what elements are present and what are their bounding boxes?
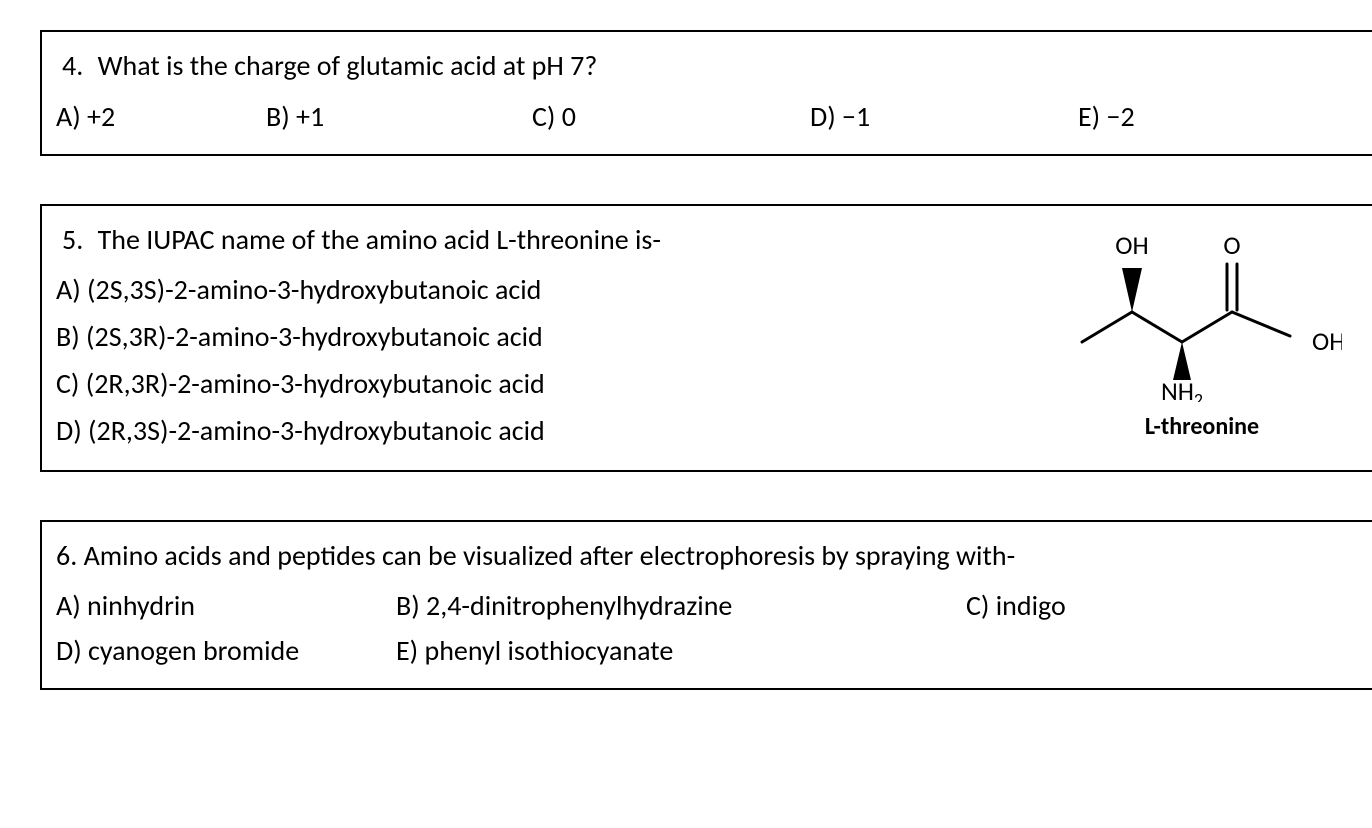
q4-option-c[interactable]: C) 0 xyxy=(532,95,810,140)
q5-option-c[interactable]: C) (2R,3R)-2-amino-3-hydroxybutanoic aci… xyxy=(56,362,1032,407)
q6-option-e[interactable]: E) phenyl isothiocyanate xyxy=(396,629,673,674)
label-oh-right: OH xyxy=(1312,325,1342,357)
question-4-prompt: What is the charge of glutamic acid at p… xyxy=(98,48,598,83)
threonine-caption: L-threonine xyxy=(1145,408,1259,446)
question-5-options: A) (2S,3S)-2-amino-3-hydroxybutanoic aci… xyxy=(56,268,1032,453)
q4-option-a[interactable]: A) +2 xyxy=(56,95,266,140)
q4-option-e[interactable]: E) −2 xyxy=(1078,95,1135,140)
question-6: 6. Amino acids and peptides can be visua… xyxy=(40,520,1372,690)
threonine-svg: OH O OH NH2 xyxy=(1062,222,1342,402)
q6-option-d[interactable]: D) cyanogen bromide xyxy=(56,629,396,674)
question-4-options: A) +2 B) +1 C) 0 D) −1 E) −2 xyxy=(56,95,1352,140)
wedge-oh-icon xyxy=(1122,268,1142,312)
question-4-text: 4. What is the charge of glutamic acid a… xyxy=(56,44,1352,89)
question-6-prompt: Amino acids and peptides can be visualiz… xyxy=(84,538,1016,573)
question-5-number: 5. xyxy=(62,218,83,263)
question-6-options-row1: A) ninhydrin B) 2,4-dinitrophenylhydrazi… xyxy=(56,584,1352,629)
label-o-top: O xyxy=(1223,229,1240,261)
question-6-options-row2: D) cyanogen bromide E) phenyl isothiocya… xyxy=(56,629,1352,674)
question-6-text: 6. Amino acids and peptides can be visua… xyxy=(56,534,1352,579)
question-4: 4. What is the charge of glutamic acid a… xyxy=(40,30,1372,156)
q6-option-b[interactable]: B) 2,4-dinitrophenylhydrazine xyxy=(396,584,966,629)
question-4-number: 4. xyxy=(62,44,83,89)
q5-option-a[interactable]: A) (2S,3S)-2-amino-3-hydroxybutanoic aci… xyxy=(56,268,1032,313)
q6-option-c[interactable]: C) indigo xyxy=(966,584,1066,629)
threonine-structure: OH O OH NH2 L-threonine xyxy=(1052,218,1352,456)
question-6-number: 6. xyxy=(56,538,77,573)
q6-option-a[interactable]: A) ninhydrin xyxy=(56,584,396,629)
q5-option-d[interactable]: D) (2R,3S)-2-amino-3-hydroxybutanoic aci… xyxy=(56,409,1032,454)
question-5-text: 5. The IUPAC name of the amino acid L-th… xyxy=(56,218,1032,263)
question-5: 5. The IUPAC name of the amino acid L-th… xyxy=(40,204,1372,472)
label-nh2: NH2 xyxy=(1161,375,1203,402)
q5-option-b[interactable]: B) (2S,3R)-2-amino-3-hydroxybutanoic aci… xyxy=(56,315,1032,360)
label-oh-left: OH xyxy=(1115,229,1148,261)
question-5-prompt: The IUPAC name of the amino acid L-threo… xyxy=(98,222,661,257)
q4-option-b[interactable]: B) +1 xyxy=(266,95,532,140)
q4-option-d[interactable]: D) −1 xyxy=(810,95,1078,140)
